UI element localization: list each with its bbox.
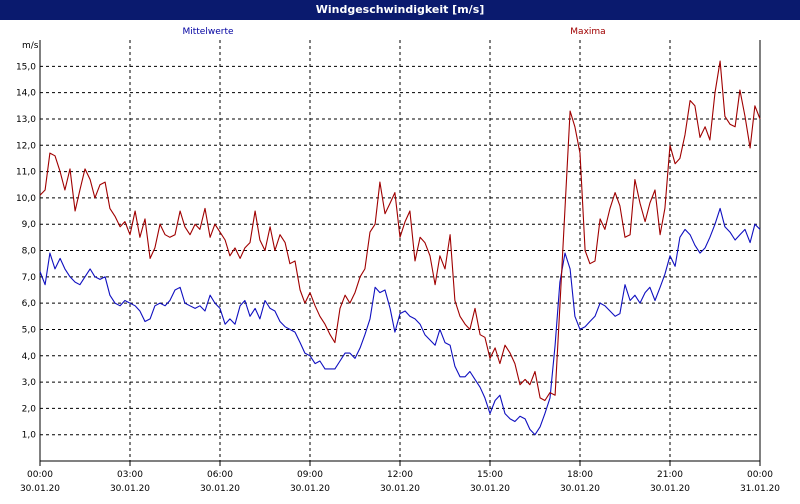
y-tick-label: 9,0 xyxy=(22,220,37,230)
y-tick-label: 1,0 xyxy=(22,431,37,441)
legend-label-maxima: Maxima xyxy=(570,27,605,37)
x-tick-date-label: 31.01.20 xyxy=(740,484,780,494)
chart-title: Windgeschwindigkeit [m/s] xyxy=(315,3,485,16)
series xyxy=(39,60,761,436)
y-tick-label: 7,0 xyxy=(22,273,37,283)
y-axis-label: m/s xyxy=(22,41,39,51)
x-tick-date-label: 30.01.20 xyxy=(560,484,600,494)
x-tick-date-label: 30.01.20 xyxy=(110,484,150,494)
x-tick-time-label: 06:00 xyxy=(207,470,233,480)
grid xyxy=(40,40,760,461)
x-tick-date-label: 30.01.20 xyxy=(290,484,330,494)
x-tick-time-label: 15:00 xyxy=(477,470,503,480)
chart-area: 1,0 2,0 3,0 4,0 5,0 6,0 7,0 8,0 9,0 10,0 11,0 12,0 1… xyxy=(0,20,800,500)
x-tick-time-label: 00:00 xyxy=(747,470,773,480)
y-tick-label: 3,0 xyxy=(22,378,37,388)
x-tick-date-label: 30.01.20 xyxy=(650,484,690,494)
x-tick-date-label: 30.01.20 xyxy=(200,484,240,494)
series-line-maxima xyxy=(39,60,761,402)
x-tick-time-label: 00:00 xyxy=(27,470,53,480)
series-line-mittelwerte xyxy=(39,207,761,436)
wind-speed-line-chart: 1,0 2,0 3,0 4,0 5,0 6,0 7,0 8,0 9,0 10,0 11,0 12,0 1… xyxy=(16,27,780,494)
x-tick-date-label: 30.01.20 xyxy=(380,484,420,494)
y-tick-label: 8,0 xyxy=(22,247,37,257)
y-tick-label: 11,0 xyxy=(16,168,36,178)
y-tick-label: 14,0 xyxy=(16,89,36,99)
x-tick-date-label: 30.01.20 xyxy=(20,484,60,494)
y-tick-label: 2,0 xyxy=(22,404,37,414)
x-tick-time-label: 09:00 xyxy=(297,470,323,480)
y-tick-label: 4,0 xyxy=(22,352,37,362)
y-tick-label: 5,0 xyxy=(22,325,37,335)
y-tick-label: 12,0 xyxy=(16,141,36,151)
legend-label-mittelwerte: Mittelwerte xyxy=(182,27,233,37)
labels: 1,0 2,0 3,0 4,0 5,0 6,0 7,0 8,0 9,0 10,0 11,0 12,0 1… xyxy=(16,27,780,494)
x-tick-time-label: 12:00 xyxy=(387,470,413,480)
y-tick-label: 6,0 xyxy=(22,299,37,309)
x-tick-time-label: 18:00 xyxy=(567,470,593,480)
y-tick-label: 13,0 xyxy=(16,115,36,125)
chart-title-bar: Windgeschwindigkeit [m/s] xyxy=(0,0,800,20)
y-tick-label: 10,0 xyxy=(16,194,36,204)
axes xyxy=(39,40,761,466)
x-tick-date-label: 30.01.20 xyxy=(470,484,510,494)
y-tick-label: 15,0 xyxy=(16,62,36,72)
x-tick-time-label: 03:00 xyxy=(117,470,143,480)
x-tick-time-label: 21:00 xyxy=(657,470,683,480)
